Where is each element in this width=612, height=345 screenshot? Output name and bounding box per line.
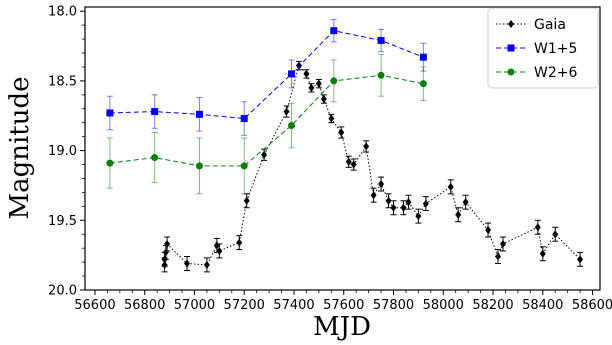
data-point [330, 27, 338, 35]
series-w1-5 [106, 19, 427, 136]
x-tick-label: 56800 [124, 298, 165, 313]
data-point [328, 114, 335, 123]
data-point [315, 79, 322, 88]
y-tick-label: 19.5 [48, 214, 77, 229]
y-tick-label: 18.0 [48, 5, 77, 20]
data-point [338, 128, 345, 137]
data-point [283, 107, 290, 116]
legend-label: Gaia [534, 17, 566, 33]
data-point [330, 77, 338, 85]
data-point [303, 69, 310, 78]
data-point [240, 162, 248, 170]
data-point [216, 246, 223, 255]
legend-entries: Gaia W1+5 W2+6 [496, 17, 577, 81]
legend-box [487, 7, 599, 89]
data-point [261, 150, 268, 159]
x-tick-label: 58200 [472, 298, 513, 313]
series-line [109, 30, 424, 120]
data-point [422, 199, 429, 208]
data-point [164, 239, 171, 248]
data-point [106, 159, 114, 167]
legend-marker [508, 20, 514, 28]
x-tick-label: 58000 [423, 298, 464, 313]
x-tick-label: 57800 [373, 298, 414, 313]
series-w2-6 [106, 53, 427, 195]
data-point [419, 53, 427, 61]
legend-label: W1+5 [534, 41, 577, 57]
legend: Gaia W1+5 W2+6 [487, 7, 599, 89]
x-tick-label: 58600 [572, 298, 612, 313]
data-point [213, 241, 220, 250]
data-point [415, 212, 422, 221]
data-point [455, 210, 462, 219]
data-point [485, 226, 492, 235]
ticks-layer: 56600 56800 57000 57200 57400 57600 57800 58000… [48, 5, 612, 313]
data-point [494, 252, 501, 261]
x-tick-label: 56600 [74, 298, 115, 313]
data-point [203, 260, 210, 269]
data-point [363, 142, 370, 151]
data-point [162, 248, 169, 257]
x-tick-label: 57600 [323, 298, 364, 313]
data-point [552, 230, 559, 239]
data-point [287, 70, 295, 78]
data-point [151, 154, 159, 162]
data-point [320, 95, 327, 104]
data-point [350, 160, 357, 169]
x-tick-label: 58400 [522, 298, 563, 313]
legend-marker [507, 44, 515, 52]
legend-item: W2+6 [496, 65, 577, 81]
data-point [405, 198, 412, 207]
data-point [419, 80, 427, 88]
y-axis-label: Magnitude [5, 76, 35, 219]
data-point [195, 162, 203, 170]
data-point [240, 115, 248, 123]
x-tick-label: 57200 [224, 298, 265, 313]
x-tick-label: 57400 [273, 298, 314, 313]
data-point [308, 83, 315, 92]
data-point [377, 71, 385, 79]
data-point [243, 196, 250, 205]
data-point [295, 61, 302, 70]
data-point [287, 121, 295, 129]
data-point [184, 259, 191, 268]
data-point [499, 239, 506, 248]
series-gaia [161, 60, 584, 273]
data-point [236, 238, 243, 247]
data-point [390, 203, 397, 212]
data-point [345, 157, 352, 166]
legend-marker [507, 68, 515, 76]
y-tick-label: 18.5 [48, 74, 77, 89]
y-tick-label: 19.0 [48, 144, 77, 159]
y-tick-label: 20.0 [48, 284, 77, 299]
data-point [370, 191, 377, 200]
legend-label: W2+6 [534, 65, 577, 81]
series-line [164, 64, 581, 266]
series-layer [106, 19, 584, 273]
data-point [447, 182, 454, 191]
legend-item: Gaia [496, 17, 566, 33]
x-tick-label: 57000 [174, 298, 215, 313]
data-point [400, 203, 407, 212]
data-point [106, 109, 114, 117]
data-point [151, 108, 159, 116]
data-point [377, 36, 385, 44]
data-point [385, 196, 392, 205]
plot-frame [84, 6, 601, 291]
data-point [577, 255, 584, 264]
legend-item: W1+5 [496, 41, 577, 57]
data-point [378, 180, 385, 189]
data-point [539, 249, 546, 258]
series-line [109, 74, 424, 167]
data-point [462, 198, 469, 207]
data-point [534, 223, 541, 232]
x-axis-label: MJD [313, 312, 371, 342]
data-point [195, 110, 203, 118]
